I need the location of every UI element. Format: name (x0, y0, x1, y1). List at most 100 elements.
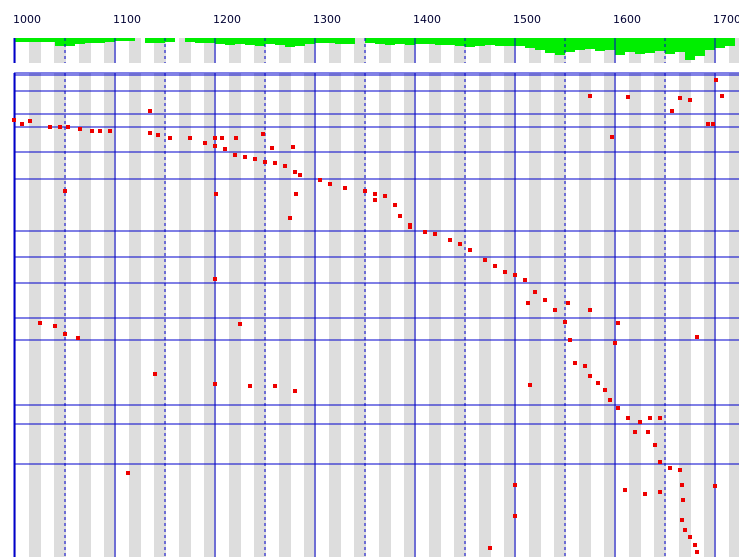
point (616, 321, 620, 325)
coverage-bar (605, 38, 615, 50)
point (714, 78, 718, 82)
point (681, 498, 685, 502)
point (526, 301, 530, 305)
point (12, 118, 16, 122)
coverage-bar (665, 38, 675, 54)
coverage-bar (65, 38, 75, 46)
point (693, 543, 697, 547)
coverage-bar (495, 38, 505, 46)
point (623, 488, 627, 492)
coverage-bar (485, 38, 495, 45)
point (688, 98, 692, 102)
point (363, 189, 367, 193)
point (203, 141, 207, 145)
point (238, 322, 242, 326)
point (188, 136, 192, 140)
coverage-bar (675, 38, 685, 52)
point (220, 136, 224, 140)
point (553, 308, 557, 312)
point (28, 119, 32, 123)
coverage-bar (115, 38, 125, 41)
point (648, 416, 652, 420)
point (468, 248, 472, 252)
point (613, 341, 617, 345)
point (513, 483, 517, 487)
coverage-bar (445, 38, 455, 45)
coverage-bar (265, 38, 275, 44)
point (261, 132, 265, 136)
point (683, 528, 687, 532)
point (328, 182, 332, 186)
point (503, 270, 507, 274)
x-tick-label: 1600 (613, 13, 641, 26)
coverage-bar (295, 38, 305, 46)
x-tick-label: 1700 (713, 13, 739, 26)
point (383, 194, 387, 198)
point (566, 301, 570, 305)
point (523, 278, 527, 282)
coverage-bar (285, 38, 295, 47)
point (653, 443, 657, 447)
x-tick-label: 1000 (13, 13, 41, 26)
point (393, 203, 397, 207)
coverage-bar (145, 38, 155, 43)
point (126, 471, 130, 475)
point (270, 146, 274, 150)
point (483, 258, 487, 262)
point (528, 383, 532, 387)
coverage-bar (575, 38, 585, 50)
point (678, 468, 682, 472)
coverage-bar (315, 38, 325, 43)
coverage-bar (25, 38, 35, 42)
coverage-bar (515, 38, 525, 46)
coverage-bar (95, 38, 105, 43)
x-tick-label: 1300 (313, 13, 341, 26)
coverage-bar (275, 38, 285, 45)
point (223, 147, 227, 151)
coverage-bar (545, 38, 555, 53)
coverage-bar (375, 38, 385, 44)
coverage-bar (475, 38, 485, 46)
point (66, 125, 70, 129)
point (543, 298, 547, 302)
coverage-bar (385, 38, 395, 45)
point (148, 109, 152, 113)
point (63, 332, 67, 336)
point (668, 466, 672, 470)
point (76, 336, 80, 340)
coverage-bar (105, 38, 115, 42)
point (626, 95, 630, 99)
point (291, 145, 295, 149)
point (48, 125, 52, 129)
point (433, 232, 437, 236)
point (695, 550, 699, 554)
coverage-bar (425, 38, 435, 44)
coverage-bar (645, 38, 655, 53)
coverage-bar (565, 38, 575, 52)
point (603, 388, 607, 392)
coverage-bar (325, 38, 335, 43)
point (680, 518, 684, 522)
coverage-bar (215, 38, 225, 44)
point (588, 94, 592, 98)
point (568, 338, 572, 342)
point (493, 264, 497, 268)
point (680, 483, 684, 487)
point (318, 178, 322, 182)
coverage-bar (395, 38, 405, 44)
coverage-bar (455, 38, 465, 46)
point (233, 153, 237, 157)
point (288, 216, 292, 220)
coverage-bar (155, 38, 165, 43)
x-tick-label: 1200 (213, 13, 241, 26)
point (63, 189, 67, 193)
point (448, 238, 452, 242)
coverage-bar (535, 38, 545, 50)
point (626, 416, 630, 420)
coverage-bar (225, 38, 235, 45)
coverage-bar (305, 38, 315, 44)
point (616, 406, 620, 410)
coverage-bar (205, 38, 215, 43)
point (398, 214, 402, 218)
